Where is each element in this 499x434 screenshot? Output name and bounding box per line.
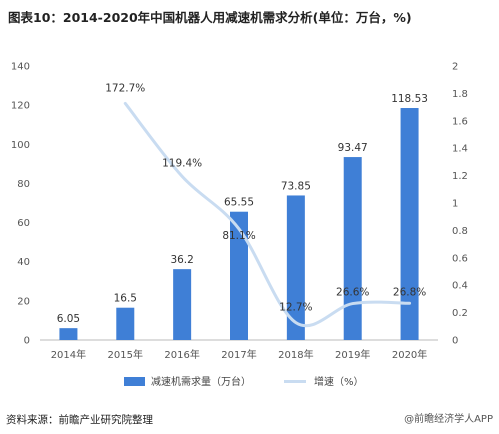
y-right-tick-label: 0 — [452, 336, 458, 347]
y-right-tick-label: 0.4 — [452, 281, 468, 292]
line-value-label: 26.8% — [393, 286, 426, 298]
y-left-tick-label: 40 — [17, 257, 30, 268]
bar — [173, 269, 192, 340]
y-right-tick-label: 1.6 — [452, 116, 468, 127]
bar — [116, 307, 135, 340]
legend-bar-swatch — [124, 377, 145, 386]
axes: 0 20 40 60 80 100 120 140 0 0.2 0.4 0.6 0.8 1 1.2 1.4 1.… — [11, 62, 468, 362]
bar — [230, 211, 248, 340]
y-right-tick-label: 0.8 — [452, 226, 468, 237]
x-tick-label: 2015年 — [108, 348, 143, 361]
corner-credit: @前瞻经济学人APP — [404, 414, 493, 425]
bar-series — [59, 108, 419, 340]
line-value-label: 12.7% — [279, 302, 312, 314]
y-left-tick-label: 140 — [11, 62, 30, 73]
bar-value-label: 65.55 — [224, 197, 254, 209]
source-note: 资料来源：前瞻产业研究院整理 — [6, 414, 153, 426]
y-left-tick-label: 0 — [24, 336, 30, 347]
bar — [286, 195, 305, 340]
y-left-tick-label: 60 — [17, 218, 30, 229]
y-right-tick-label: 2 — [452, 62, 458, 73]
bar — [343, 157, 362, 340]
legend-line-label: 增速（%） — [314, 375, 364, 388]
y-left-tick-label: 20 — [17, 296, 30, 307]
bar-value-label: 118.53 — [391, 93, 428, 105]
x-tick-label: 2014年 — [51, 348, 86, 361]
line-value-label: 26.6% — [336, 287, 369, 299]
chart-title: 图表10：2014-2020年中国机器人用减速机需求分析(单位：万台，%) — [8, 10, 412, 25]
x-tick-label: 2019年 — [335, 348, 370, 361]
y-right-tick-label: 0.6 — [452, 253, 468, 264]
bar-value-label: 6.05 — [57, 313, 80, 325]
y-left-tick-label: 100 — [11, 140, 30, 151]
x-tick-label: 2017年 — [221, 348, 256, 361]
bar-value-label: 93.47 — [338, 142, 368, 154]
bar — [59, 328, 78, 340]
legend: 减速机需求量（万台） 增速（%） — [124, 375, 364, 388]
y-right-tick-label: 1 — [452, 199, 458, 210]
data-labels: 6.05 16.5 36.2 65.55 73.85 93.47 118.53 172.7% 1… — [57, 82, 428, 325]
x-tick-label: 2020年 — [392, 348, 427, 361]
y-left-tick-label: 80 — [17, 179, 30, 190]
y-right-tick-label: 1.4 — [452, 144, 468, 155]
x-tick-label: 2018年 — [278, 348, 313, 361]
line-value-label: 172.7% — [105, 82, 145, 94]
y-left-tick-label: 120 — [11, 101, 30, 112]
line-value-label: 81.1% — [222, 230, 255, 242]
bar-value-label: 73.85 — [281, 180, 311, 192]
bar-value-label: 16.5 — [114, 293, 137, 305]
legend-bar-label: 减速机需求量（万台） — [151, 375, 251, 388]
bar — [400, 108, 419, 340]
x-tick-label: 2016年 — [164, 348, 199, 361]
bar-value-label: 36.2 — [170, 254, 193, 266]
y-right-tick-label: 0.2 — [452, 308, 468, 319]
line-series — [123, 101, 412, 328]
y-right-tick-label: 1.2 — [452, 171, 468, 182]
line-value-label: 119.4% — [162, 157, 202, 169]
growth-line — [123, 101, 412, 328]
y-right-tick-label: 1.8 — [452, 89, 468, 100]
